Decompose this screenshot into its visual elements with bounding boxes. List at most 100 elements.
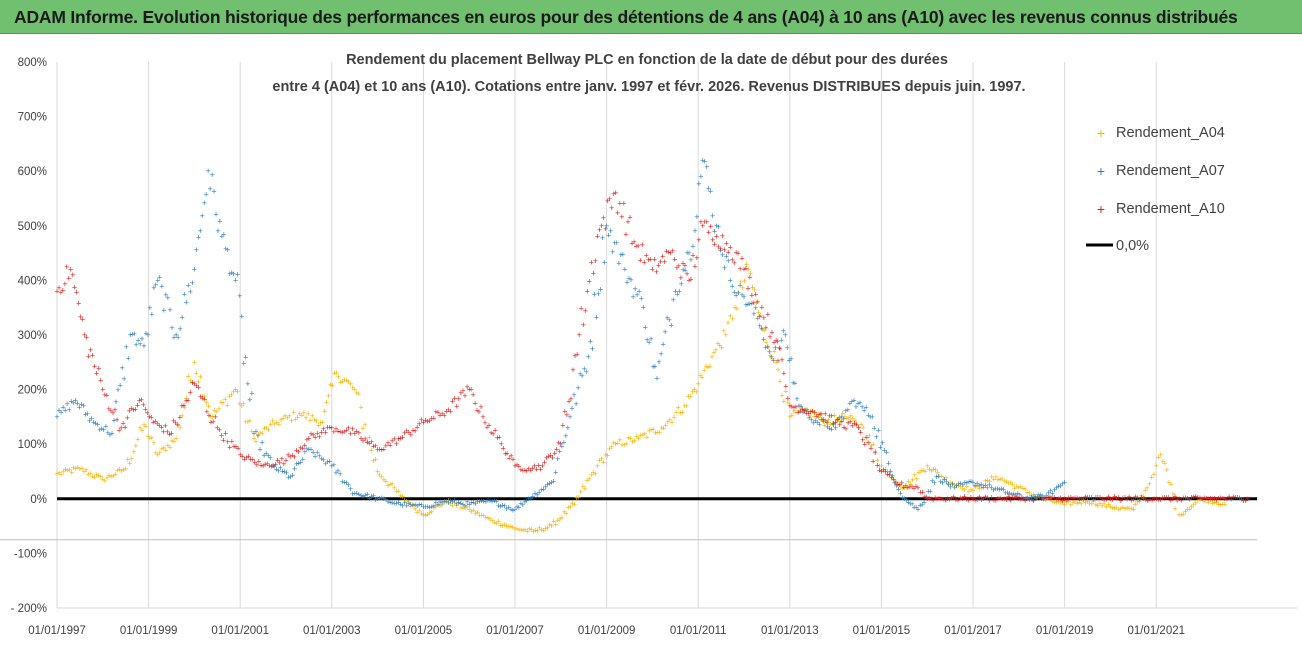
x-tick-label: 01/01/2017: [944, 625, 1002, 637]
data-point: +: [817, 420, 822, 430]
data-point: +: [488, 428, 493, 438]
data-point: +: [1019, 492, 1024, 502]
data-point: +: [881, 466, 886, 476]
data-point: +: [410, 501, 415, 511]
data-point: +: [626, 433, 631, 443]
data-point: +: [617, 435, 622, 445]
data-point: +: [897, 480, 902, 490]
data-point: +: [1118, 504, 1123, 514]
data-point: +: [548, 450, 553, 460]
data-point: +: [574, 349, 579, 359]
data-point: +: [676, 403, 681, 413]
data-point: +: [300, 443, 305, 453]
data-point: +: [627, 213, 632, 223]
data-point: +: [751, 298, 756, 308]
data-point: +: [111, 471, 116, 481]
data-point: +: [680, 408, 685, 418]
data-point: +: [658, 349, 663, 359]
data-point: +: [1177, 510, 1182, 520]
data-point: +: [54, 286, 59, 296]
data-point: +: [273, 460, 278, 470]
data-point: +: [462, 503, 467, 513]
data-point: +: [728, 275, 733, 285]
data-point: +: [178, 423, 183, 433]
data-point: +: [752, 285, 757, 295]
data-point: +: [390, 436, 395, 446]
data-point: +: [596, 289, 601, 299]
data-point: +: [569, 403, 574, 413]
data-point: +: [512, 461, 517, 471]
data-point: +: [1135, 497, 1140, 507]
data-point: +: [761, 334, 766, 344]
data-point: +: [392, 483, 397, 493]
data-point: +: [770, 354, 775, 364]
data-point: +: [264, 423, 269, 433]
data-point: +: [1099, 494, 1104, 504]
data-point: +: [692, 385, 697, 395]
data-point: +: [238, 450, 243, 460]
data-point: +: [682, 401, 687, 411]
chart-background: [0, 34, 1302, 647]
data-point: +: [845, 418, 850, 428]
data-point: +: [853, 402, 858, 412]
series-Rendement_A04: ++++++++++++++++++++++++++++++++++++++++…: [54, 259, 1227, 536]
data-point: +: [1116, 504, 1121, 514]
data-point: +: [680, 259, 685, 269]
data-point: +: [1077, 494, 1082, 504]
data-point: +: [56, 468, 61, 478]
data-point: +: [1231, 492, 1236, 502]
data-point: +: [1068, 493, 1073, 503]
data-point: +: [1191, 492, 1196, 502]
data-point: +: [227, 269, 232, 279]
data-point: +: [190, 278, 195, 288]
data-point: +: [269, 462, 274, 472]
data-point: +: [381, 475, 386, 485]
data-point: +: [958, 493, 963, 503]
data-point: +: [1243, 496, 1248, 506]
data-point: +: [820, 415, 825, 425]
data-point: +: [936, 493, 941, 503]
data-point: +: [745, 299, 750, 309]
data-point: +: [460, 504, 465, 514]
data-point: +: [848, 411, 853, 421]
data-point: +: [141, 341, 146, 351]
data-point: +: [763, 342, 768, 352]
data-point: +: [1127, 492, 1132, 502]
data-point: +: [744, 259, 749, 269]
data-point: +: [573, 399, 578, 409]
data-point: +: [161, 443, 166, 453]
data-point: +: [1035, 492, 1040, 502]
data-point: +: [863, 433, 868, 443]
data-point: +: [495, 433, 500, 443]
data-point: +: [350, 424, 355, 434]
data-point: +: [985, 475, 990, 485]
data-point: +: [125, 413, 130, 423]
data-point: +: [649, 425, 654, 435]
data-point: +: [506, 454, 511, 464]
data-point: +: [983, 476, 988, 486]
data-point: +: [829, 411, 834, 421]
data-point: +: [526, 464, 531, 474]
data-point: +: [1112, 504, 1117, 514]
data-point: +: [88, 345, 93, 355]
data-point: +: [475, 507, 480, 517]
data-point: +: [306, 434, 311, 444]
data-point: +: [500, 521, 505, 531]
data-point: +: [589, 258, 594, 268]
data-point: +: [1029, 493, 1034, 503]
data-point: +: [485, 495, 490, 505]
data-point: +: [832, 410, 837, 420]
legend-marker-a10: +: [1097, 201, 1105, 217]
data-point: +: [775, 356, 780, 366]
data-point: +: [871, 439, 876, 449]
data-point: +: [564, 508, 569, 518]
data-point: +: [900, 493, 905, 503]
data-point: +: [661, 423, 666, 433]
data-point: +: [99, 424, 104, 434]
data-point: +: [904, 482, 909, 492]
data-point: +: [791, 403, 796, 413]
data-point: +: [321, 455, 326, 465]
data-point: +: [981, 483, 986, 493]
data-point: +: [825, 418, 830, 428]
data-point: +: [313, 451, 318, 461]
